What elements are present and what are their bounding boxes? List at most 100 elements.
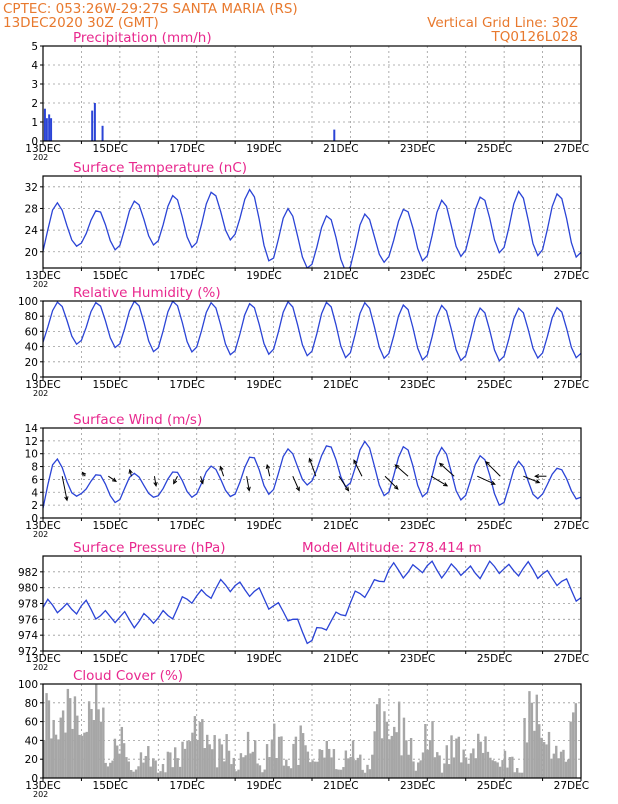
cloud-bar <box>460 762 463 778</box>
cloud-bar <box>498 766 502 778</box>
cloud-bar <box>76 715 79 778</box>
panel-title: Cloud Cover (%) <box>73 668 183 684</box>
cloud-bar <box>375 704 379 778</box>
cloud-bar <box>361 769 364 778</box>
x-tick-label: 27DEC <box>554 653 589 665</box>
cloud-bar <box>474 758 478 778</box>
wind-arrow-head <box>81 471 87 477</box>
y-tick-label: 10 <box>25 449 38 461</box>
panel-title: Surface Wind (m/s) <box>73 412 202 428</box>
cloud-bar <box>447 764 451 778</box>
cloud-bar <box>457 736 461 778</box>
cloud-bar <box>134 769 138 778</box>
x-axis: 13DEC 15DEC 17DEC 19DEC 21DEC 23DEC 25DEC 27DEC… <box>25 778 589 799</box>
x-tick-label: 25DEC <box>477 653 512 665</box>
cloud-bar <box>440 772 444 778</box>
wind-arrow-head <box>535 479 541 484</box>
cloud-bar <box>378 698 381 778</box>
cloud-bar <box>225 734 228 778</box>
wind-arrow <box>384 475 399 490</box>
cloud-bar <box>419 760 422 778</box>
cloud-bar <box>304 745 307 778</box>
cloud-bar <box>301 733 305 778</box>
wind-arrow <box>246 476 251 492</box>
x-tick-label: 25DEC <box>477 780 512 792</box>
wind-arrow-shaft <box>523 475 540 484</box>
cloud-bar <box>54 734 58 778</box>
cloud-bar <box>550 758 553 778</box>
x-tick-label: 21DEC <box>323 780 358 792</box>
x-tick-label: 21DEC <box>323 143 358 155</box>
cloud-bar <box>311 760 314 778</box>
y-tick-label: 32 <box>25 182 38 194</box>
cloud-bar <box>359 754 362 778</box>
x-tick-label: 15DEC <box>93 270 128 282</box>
cloud-bar <box>102 707 105 778</box>
cloud-bar <box>244 755 247 778</box>
cloud-bar <box>518 772 521 778</box>
cloud-bar <box>111 760 114 778</box>
cloud-bar <box>196 740 199 778</box>
cloud-bar <box>203 748 206 778</box>
x-tick-label: 23DEC <box>400 653 435 665</box>
wind-arrow <box>81 471 87 477</box>
wind-arrow <box>523 475 541 484</box>
cloud-bar <box>144 755 148 778</box>
cloud-bar <box>344 750 348 778</box>
cloud-bar <box>181 741 184 778</box>
y-tick-label: 0 <box>31 136 38 148</box>
x-tick-label: 17DEC <box>169 520 204 532</box>
cloud-bar <box>206 734 209 778</box>
x-tick-label: 13DEC <box>25 143 60 155</box>
cloud-bar <box>137 766 140 778</box>
x-tick-label: 17DEC <box>169 653 204 665</box>
wind-arrow-head <box>485 461 490 466</box>
series-group <box>43 103 336 141</box>
panel-title: Surface Temperature (nC) <box>73 160 247 176</box>
series-group <box>43 301 581 362</box>
x-tick-label: 23DEC <box>400 379 435 391</box>
cloud-bar <box>277 736 281 778</box>
cloud-bar <box>424 724 427 778</box>
cloud-bar <box>268 757 271 778</box>
wind-arrow <box>219 465 225 477</box>
x-tick-label: 21DEC <box>323 379 358 391</box>
x-tick-label: 19DEC <box>246 780 281 792</box>
cloud-bar <box>292 743 295 778</box>
x-tick-label: 23DEC <box>400 143 435 155</box>
cloud-bar <box>234 771 238 778</box>
y-tick-label: 12 <box>25 436 38 448</box>
cloud-bar <box>191 732 194 778</box>
series-line <box>43 188 581 268</box>
x-year-fragment: 202 <box>33 663 48 672</box>
cloud-bar <box>83 732 86 778</box>
y-tick-label: 0 <box>31 372 38 384</box>
cloud-bar <box>45 693 48 778</box>
x-year-fragment: 202 <box>33 530 48 539</box>
cloud-bar <box>285 759 288 778</box>
series-group <box>43 440 581 509</box>
cloud-bar <box>320 749 324 778</box>
x-tick-label: 25DEC <box>477 520 512 532</box>
cloud-bar <box>280 736 283 778</box>
wind-arrow-head <box>534 474 540 479</box>
cloud-bar <box>349 756 352 778</box>
cloud-bar <box>486 751 490 778</box>
y-axis: 0 20 40 60 80 100 <box>18 296 43 384</box>
x-year-fragment: 202 <box>33 389 48 398</box>
wind-arrow-head <box>64 496 69 502</box>
y-axis: 20 24 28 32 <box>25 182 43 259</box>
cloud-bar <box>151 758 155 778</box>
cloud-bar <box>215 767 219 778</box>
wind-arrow-shaft <box>384 475 399 490</box>
cloud-bar <box>69 698 72 778</box>
cloud-bar <box>220 744 224 778</box>
precip-bar <box>93 103 96 141</box>
x-tick-label: 17DEC <box>169 143 204 155</box>
cloud-bar <box>417 762 420 778</box>
cloud-bar <box>50 738 53 778</box>
cloud-bar <box>347 758 350 778</box>
cloud-bar <box>139 752 143 778</box>
cloud-bar <box>149 766 152 778</box>
wind-arrow-shaft <box>394 464 409 477</box>
